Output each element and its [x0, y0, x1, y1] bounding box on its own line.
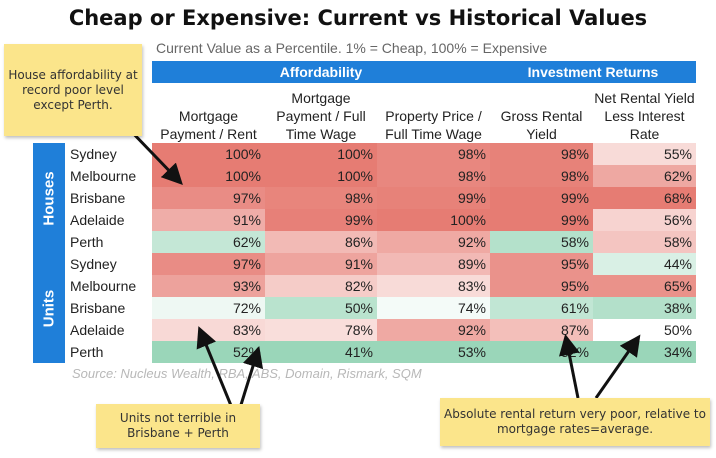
- row-label-adelaide: Adelaide: [70, 212, 125, 228]
- heatmap-cell: 34%: [593, 341, 696, 363]
- heatmap-cell: 52%: [490, 341, 593, 363]
- group-header-investment-returns: Investment Returns: [490, 61, 696, 83]
- heatmap-cell: 100%: [377, 209, 490, 231]
- heatmap-cell: 58%: [490, 231, 593, 253]
- heatmap-cell: 91%: [265, 253, 377, 275]
- row-label-brisbane: Brisbane: [70, 190, 126, 206]
- column-header-label: Gross Rental Yield: [500, 108, 583, 142]
- heatmap-cell: 82%: [265, 275, 377, 297]
- heatmap-cell: 38%: [593, 297, 696, 319]
- note-units: Units not terrible in Brisbane + Perth: [96, 404, 260, 448]
- heatmap-cell: 83%: [152, 319, 265, 341]
- heatmap-cell: 41%: [265, 341, 377, 363]
- heatmap-cell: 100%: [265, 165, 377, 187]
- note-house-affordability: House affordability at record poor level…: [4, 44, 142, 136]
- heatmap-cell: 61%: [490, 297, 593, 319]
- heatmap-cell: 62%: [593, 165, 696, 187]
- heatmap-cell: 53%: [377, 341, 490, 363]
- heatmap-cell: 93%: [152, 275, 265, 297]
- row-label-perth: Perth: [70, 344, 104, 360]
- heatmap-cell: 92%: [377, 231, 490, 253]
- heatmap-cell: 72%: [152, 297, 265, 319]
- heatmap-cell: 56%: [593, 209, 696, 231]
- column-header-1: Mortgage Payment / Rent: [152, 85, 265, 143]
- source-note: Source: Nucleus Wealth, RBA, ABS, Domain…: [72, 366, 422, 381]
- heatmap-cell: 99%: [490, 209, 593, 231]
- heatmap-cell: 98%: [490, 143, 593, 165]
- heatmap-cell: 58%: [593, 231, 696, 253]
- heatmap-cell: 99%: [490, 187, 593, 209]
- column-header-label: Property Price / Full Time Wage: [385, 108, 482, 142]
- column-header-label: Net Rental Yield Less Interest Rate: [594, 90, 695, 142]
- heatmap-cell: 65%: [593, 275, 696, 297]
- heatmap-cell: 98%: [377, 143, 490, 165]
- heatmap-cell: 98%: [490, 165, 593, 187]
- heatmap-cell: 98%: [265, 187, 377, 209]
- row-label-brisbane: Brisbane: [70, 300, 126, 316]
- heatmap-cell: 100%: [152, 143, 265, 165]
- heatmap-cell: 55%: [593, 143, 696, 165]
- heatmap-cell: 87%: [490, 319, 593, 341]
- heatmap-cell: 62%: [152, 231, 265, 253]
- heatmap-cell: 91%: [152, 209, 265, 231]
- heatmap-cell: 92%: [377, 319, 490, 341]
- heatmap-cell: 97%: [152, 253, 265, 275]
- heatmap-cell: 50%: [593, 319, 696, 341]
- heatmap-cell: 50%: [265, 297, 377, 319]
- heatmap-cell: 98%: [377, 165, 490, 187]
- row-label-sydney: Sydney: [70, 256, 117, 272]
- heatmap-cell: 95%: [490, 253, 593, 275]
- heatmap-cell: 44%: [593, 253, 696, 275]
- category-houses: Houses: [33, 143, 65, 253]
- chart-title: Cheap or Expensive: Current vs Historica…: [68, 6, 648, 30]
- row-label-adelaide: Adelaide: [70, 322, 125, 338]
- column-header-5: Net Rental Yield Less Interest Rate: [593, 85, 696, 143]
- category-units: Units: [33, 253, 65, 363]
- column-header-3: Property Price / Full Time Wage: [377, 85, 490, 143]
- heatmap-cell: 83%: [377, 275, 490, 297]
- heatmap-cell: 100%: [265, 143, 377, 165]
- heatmap-cell: 99%: [265, 209, 377, 231]
- row-label-melbourne: Melbourne: [70, 278, 137, 294]
- row-label-melbourne: Melbourne: [70, 168, 137, 184]
- heatmap-cell: 95%: [490, 275, 593, 297]
- heatmap-cell: 97%: [152, 187, 265, 209]
- heatmap-cell: 86%: [265, 231, 377, 253]
- chart-subtitle: Current Value as a Percentile. 1% = Chea…: [156, 40, 548, 56]
- column-header-2: Mortgage Payment / Full Time Wage: [265, 85, 377, 143]
- category-houses-label: Houses: [40, 170, 58, 226]
- note-rental-return: Absolute rental return very poor, relati…: [440, 398, 710, 446]
- heatmap-cell: 100%: [152, 165, 265, 187]
- heatmap-cell: 52%: [152, 341, 265, 363]
- column-header-label: Mortgage Payment / Rent: [160, 108, 257, 142]
- heatmap-cell: 78%: [265, 319, 377, 341]
- row-label-perth: Perth: [70, 234, 104, 250]
- heatmap-cell: 99%: [377, 187, 490, 209]
- heatmap-cell: 89%: [377, 253, 490, 275]
- category-units-label: Units: [40, 289, 58, 327]
- column-header-label: Mortgage Payment / Full Time Wage: [276, 90, 366, 142]
- group-header-affordability: Affordability: [152, 61, 490, 83]
- row-label-sydney: Sydney: [70, 146, 117, 162]
- heatmap-cell: 68%: [593, 187, 696, 209]
- column-header-4: Gross Rental Yield: [490, 85, 593, 143]
- heatmap-cell: 74%: [377, 297, 490, 319]
